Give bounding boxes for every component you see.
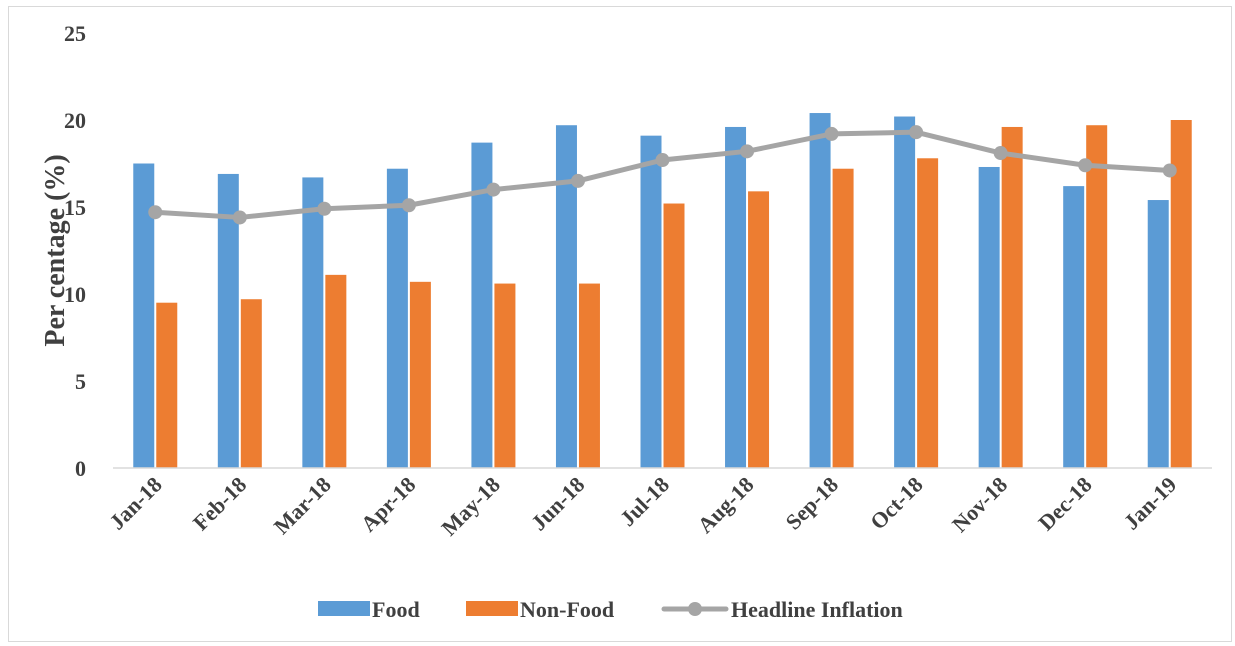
point-headline-inflation-oct-18 bbox=[909, 125, 924, 140]
point-headline-inflation-apr-18 bbox=[401, 198, 416, 213]
x-tick-label: Jan-19 bbox=[1119, 472, 1182, 535]
point-headline-inflation-jan-18 bbox=[148, 205, 163, 220]
bar-food-dec-18 bbox=[1063, 186, 1085, 468]
x-tick-label: Nov-18 bbox=[947, 472, 1012, 537]
point-headline-inflation-sep-18 bbox=[824, 126, 839, 141]
bar-food-nov-18 bbox=[978, 166, 1000, 469]
legend-label-headline-inflation: Headline Inflation bbox=[731, 597, 903, 622]
y-tick-label: 20 bbox=[64, 108, 86, 133]
point-headline-inflation-aug-18 bbox=[740, 144, 755, 159]
x-tick-label: Aug-18 bbox=[692, 472, 758, 538]
y-tick-label: 25 bbox=[64, 21, 86, 46]
point-headline-inflation-may-18 bbox=[486, 182, 501, 197]
bar-non-food-mar-18 bbox=[325, 274, 347, 468]
bar-food-apr-18 bbox=[386, 168, 408, 468]
bar-food-oct-18 bbox=[894, 116, 916, 469]
bar-food-jan-19 bbox=[1147, 200, 1169, 469]
x-tick-labels: Jan-18 Feb-18 Mar-18 Apr-18 May-18 Jun-18 Jul-… bbox=[104, 472, 1181, 541]
y-tick-label: 15 bbox=[64, 195, 86, 220]
x-tick-label: Oct-18 bbox=[865, 472, 928, 535]
bar-non-food-feb-18 bbox=[240, 299, 262, 468]
bar-non-food-jul-18 bbox=[663, 203, 685, 468]
y-tick-label: 10 bbox=[64, 282, 86, 307]
x-tick-label: Mar-18 bbox=[269, 472, 336, 539]
bar-non-food-dec-18 bbox=[1086, 125, 1108, 468]
point-headline-inflation-jan-19 bbox=[1162, 163, 1177, 178]
bar-food-jun-18 bbox=[555, 125, 577, 468]
bar-non-food-aug-18 bbox=[748, 191, 770, 468]
y-tick-label: 5 bbox=[75, 369, 86, 394]
legend: Food Non-Food Headline Inflation bbox=[318, 597, 903, 622]
y-tick-labels: 0 5 10 15 20 25 bbox=[64, 21, 86, 481]
bar-non-food-nov-18 bbox=[1001, 126, 1023, 469]
legend-label-non-food: Non-Food bbox=[520, 597, 614, 622]
x-tick-label: Dec-18 bbox=[1033, 472, 1096, 535]
bar-non-food-sep-18 bbox=[832, 168, 854, 468]
point-headline-inflation-jul-18 bbox=[655, 153, 670, 168]
x-tick-label: Jun-18 bbox=[526, 472, 589, 535]
x-tick-label: Apr-18 bbox=[356, 472, 421, 537]
bar-food-aug-18 bbox=[725, 126, 747, 469]
bar-food-feb-18 bbox=[217, 173, 239, 468]
y-tick-label: 0 bbox=[75, 456, 86, 481]
bar-non-food-apr-18 bbox=[409, 281, 431, 468]
bar-non-food-jun-18 bbox=[578, 283, 600, 468]
line-layer bbox=[148, 125, 1177, 225]
legend-swatch-headline-inflation bbox=[661, 602, 729, 616]
bar-non-food-jan-18 bbox=[156, 302, 178, 468]
bar-non-food-may-18 bbox=[494, 283, 516, 468]
x-tick-label: Feb-18 bbox=[188, 472, 251, 535]
x-tick-label: May-18 bbox=[436, 472, 505, 541]
legend-swatch-non-food bbox=[466, 601, 518, 616]
bar-food-jan-18 bbox=[133, 163, 155, 468]
legend-marker-headline-inflation bbox=[688, 602, 702, 616]
point-headline-inflation-dec-18 bbox=[1078, 158, 1093, 173]
x-tick-label: Jul-18 bbox=[615, 472, 674, 531]
bar-non-food-jan-19 bbox=[1170, 120, 1192, 468]
x-tick-label: Sep-18 bbox=[780, 472, 843, 535]
point-headline-inflation-nov-18 bbox=[993, 146, 1008, 161]
point-headline-inflation-feb-18 bbox=[232, 210, 247, 225]
point-headline-inflation-mar-18 bbox=[317, 201, 332, 216]
y-axis-title: Per centage (%) bbox=[40, 154, 71, 346]
legend-label-food: Food bbox=[372, 597, 420, 622]
legend-swatch-food bbox=[318, 601, 370, 616]
bars-layer bbox=[133, 113, 1192, 469]
bar-food-sep-18 bbox=[809, 113, 831, 468]
bar-food-mar-18 bbox=[302, 177, 324, 469]
x-tick-label: Jan-18 bbox=[104, 472, 167, 535]
bar-food-may-18 bbox=[471, 142, 493, 468]
bar-food-jul-18 bbox=[640, 135, 662, 468]
bar-non-food-oct-18 bbox=[917, 158, 939, 468]
chart-frame bbox=[8, 6, 1232, 642]
point-headline-inflation-jun-18 bbox=[570, 173, 585, 188]
